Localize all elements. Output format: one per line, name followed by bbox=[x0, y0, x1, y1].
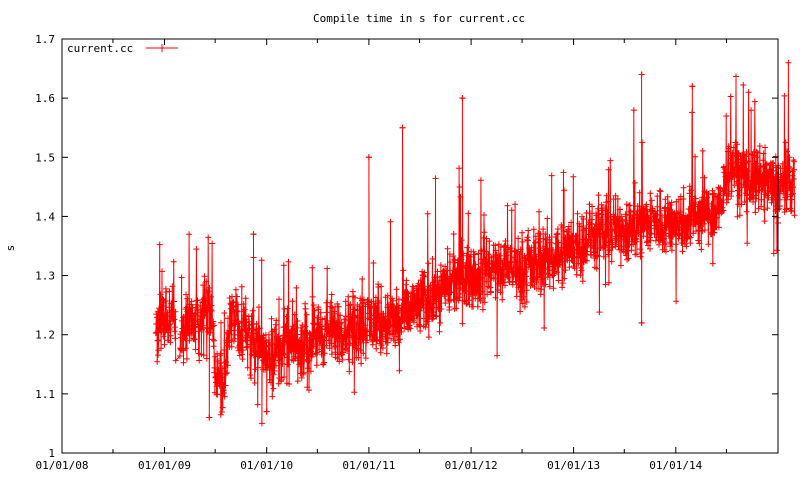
notable-point-4 bbox=[399, 124, 406, 131]
chart-title: Compile time in s for current.cc bbox=[313, 12, 525, 25]
x-tick-label: 01/01/13 bbox=[547, 459, 600, 472]
notable-point-1 bbox=[250, 231, 257, 238]
series-layer bbox=[152, 59, 798, 427]
y-tick-label: 1.1 bbox=[35, 388, 55, 401]
notable-point-6 bbox=[638, 71, 645, 78]
y-tick-label: 1.3 bbox=[35, 270, 55, 283]
y-tick-label: 1.4 bbox=[35, 210, 55, 223]
y-tick-label: 1.6 bbox=[35, 92, 55, 105]
notable-point-5 bbox=[459, 95, 466, 102]
notable-point-3 bbox=[365, 154, 372, 161]
notable-point-8 bbox=[689, 83, 696, 90]
y-tick-label: 1.5 bbox=[35, 151, 55, 164]
legend: current.cc bbox=[67, 42, 178, 55]
x-tick-label: 01/01/12 bbox=[445, 459, 498, 472]
notable-point-2 bbox=[263, 408, 270, 415]
series-markers-current-cc bbox=[152, 59, 798, 427]
x-tick-label: 01/01/11 bbox=[342, 459, 395, 472]
y-tick-label: 1 bbox=[48, 447, 55, 460]
legend-label-current-cc: current.cc bbox=[67, 42, 133, 55]
x-tick-label: 01/01/10 bbox=[240, 459, 293, 472]
legend-plus-marker bbox=[158, 44, 166, 52]
notable-point-7 bbox=[638, 319, 645, 326]
x-tick-label: 01/01/08 bbox=[36, 459, 89, 472]
y-tick-label: 1.2 bbox=[35, 329, 55, 342]
y-tick-label: 1.7 bbox=[35, 33, 55, 46]
notable-point-0 bbox=[206, 414, 213, 421]
y-axis: 1 1.1 1.2 1.3 1.4 1.5 1.6 1.7 bbox=[35, 33, 778, 460]
x-tick-label: 01/01/09 bbox=[138, 459, 191, 472]
y-axis-label: s bbox=[4, 245, 17, 252]
x-tick-label: 01/01/14 bbox=[649, 459, 702, 472]
x-axis: 01/01/08 01/01/09 01/01/10 01/01/11 01/01/12… bbox=[36, 39, 779, 472]
